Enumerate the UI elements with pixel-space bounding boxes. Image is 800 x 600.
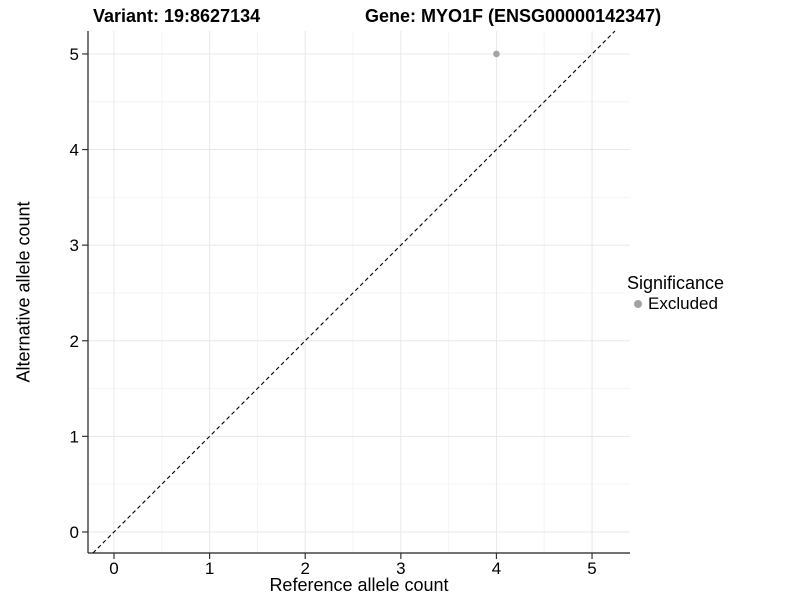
y-tick-label: 0 bbox=[70, 523, 79, 542]
legend-title: Significance bbox=[627, 273, 725, 293]
y-tick-label: 4 bbox=[70, 141, 79, 160]
y-tick-label: 2 bbox=[70, 332, 79, 351]
y-tick-label: 3 bbox=[70, 236, 79, 255]
legend-entry-label: Excluded bbox=[648, 294, 718, 313]
x-tick-label: 5 bbox=[587, 559, 596, 578]
excluded-point-swatch-icon bbox=[634, 300, 642, 308]
legend: Significance Excluded bbox=[627, 273, 724, 314]
y-axis-title: Alternative allele count bbox=[13, 201, 34, 383]
gene-title: Gene: MYO1F (ENSG00000142347) bbox=[365, 6, 662, 26]
y-tick-label: 5 bbox=[70, 45, 79, 64]
identity-dashed-line bbox=[92, 30, 616, 554]
legend-entry-excluded: Excluded bbox=[627, 294, 724, 314]
variant-title: Variant: 19:8627134 bbox=[93, 6, 261, 26]
y-tick-label: 1 bbox=[70, 427, 79, 446]
x-tick-label: 1 bbox=[205, 559, 214, 578]
x-tick-label: 0 bbox=[109, 559, 118, 578]
x-tick-label: 4 bbox=[492, 559, 501, 578]
x-tick-label: 3 bbox=[396, 559, 405, 578]
x-axis-title: Reference allele count bbox=[269, 575, 449, 595]
x-tick-label: 2 bbox=[300, 559, 309, 578]
data-point-excluded bbox=[493, 50, 500, 58]
